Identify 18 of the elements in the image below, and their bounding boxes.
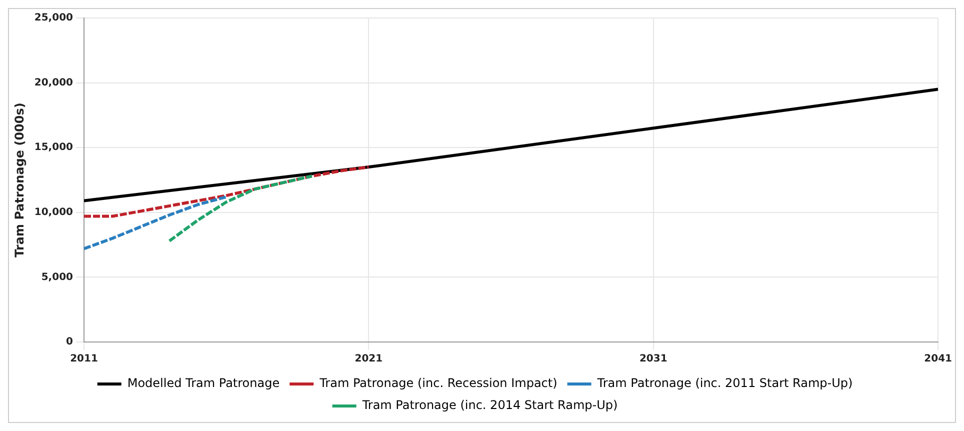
legend-label: Tram Patronage (inc. Recession Impact) <box>318 376 558 390</box>
y-axis-title: Tram Patronage (000s) <box>12 102 26 258</box>
x-tick-label: 2041 <box>924 354 952 365</box>
x-tick-label: 2021 <box>354 354 383 365</box>
x-tick-label: 2031 <box>639 354 668 365</box>
y-tick-label: 25,000 <box>34 12 74 24</box>
line-series <box>168 174 314 242</box>
y-tick-label: 5,000 <box>41 272 74 283</box>
legend-label: Modelled Tram Patronage <box>127 376 280 390</box>
y-tick-label: 0 <box>66 336 74 348</box>
legend-label: Tram Patronage (inc. 2011 Start Ramp-Up) <box>596 376 853 390</box>
y-tick-label: 15,000 <box>34 142 74 154</box>
y-tick-label: 10,000 <box>34 206 74 218</box>
legend-label: Tram Patronage (inc. 2014 Start Ramp-Up) <box>361 398 618 412</box>
line-series <box>84 195 228 250</box>
x-tick-label: 2011 <box>70 354 98 365</box>
line-series <box>84 166 370 218</box>
y-tick-label: 20,000 <box>34 77 74 88</box>
